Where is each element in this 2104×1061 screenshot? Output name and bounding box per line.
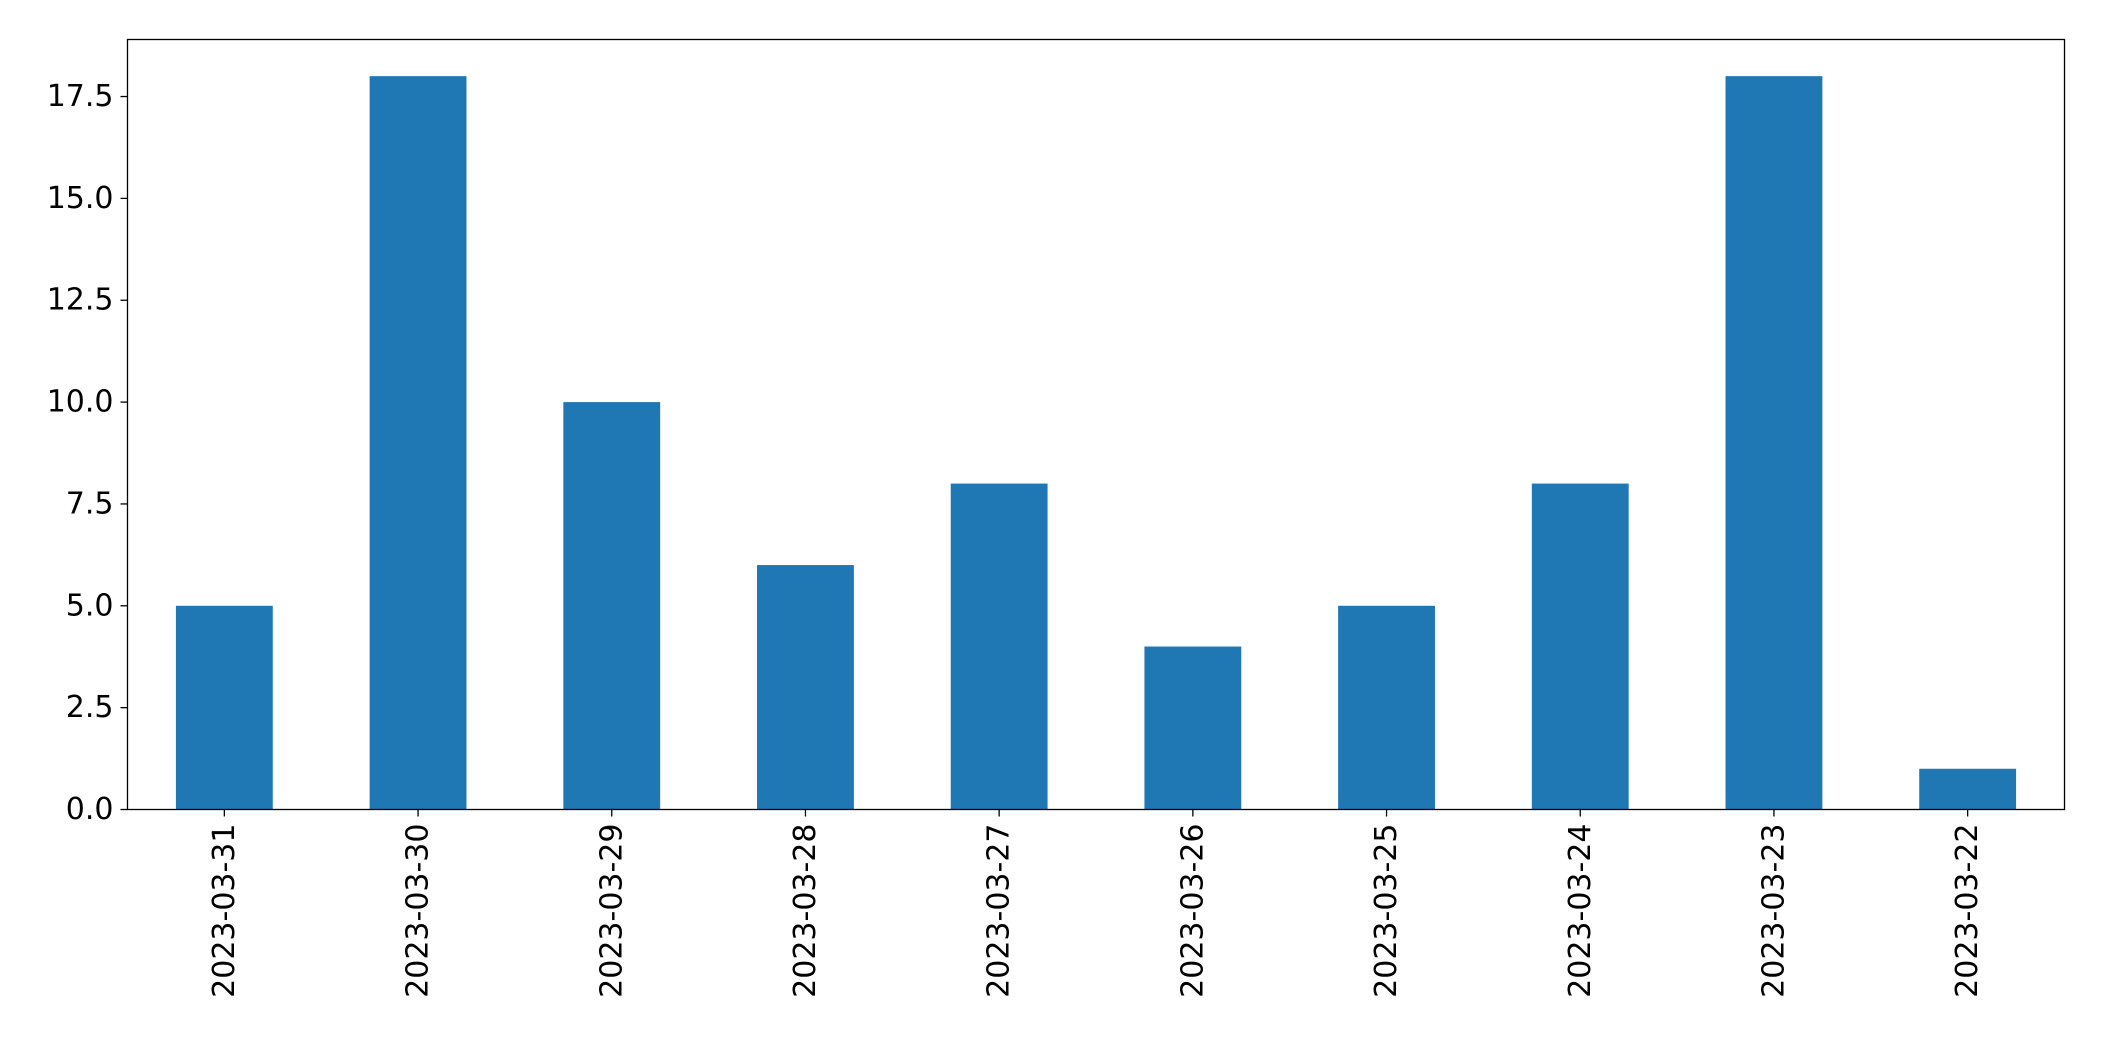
x-tick-label: 2023-03-25 [1369, 824, 1404, 998]
bar-2023-03-31 [175, 605, 273, 810]
y-tick-label: 0.0 [66, 792, 114, 827]
x-tick-label: 2023-03-22 [1950, 824, 1985, 998]
bar-2023-03-22 [1919, 768, 2017, 810]
bar-2023-03-29 [563, 402, 661, 810]
bar-2023-03-25 [1338, 605, 1435, 810]
x-tick-label: 2023-03-30 [401, 824, 436, 998]
x-tick-label: 2023-03-31 [207, 824, 242, 998]
bar-2023-03-24 [1531, 483, 1629, 810]
y-tick-label: 2.5 [66, 690, 114, 725]
y-tick-label: 15.0 [47, 181, 114, 216]
y-tick-label: 12.5 [47, 283, 114, 318]
x-axis: 2023-03-31 2023-03-30 2023-03-29 2023-03-28… [207, 809, 1985, 998]
x-tick-label: 2023-03-23 [1756, 824, 1791, 998]
y-tick-label: 17.5 [47, 79, 114, 114]
x-tick-label: 2023-03-27 [982, 824, 1017, 998]
bar-2023-03-23 [1725, 76, 1823, 810]
y-tick-label: 5.0 [66, 588, 114, 623]
x-tick-label: 2023-03-29 [594, 824, 629, 998]
bar-2023-03-28 [757, 565, 854, 810]
y-axis: 0.0 2.5 5.0 7.5 10.0 12.5 15.0 17.5 [47, 79, 128, 827]
axes-frame [126, 38, 2066, 811]
bars [175, 76, 2017, 810]
x-tick-label: 2023-03-28 [788, 824, 823, 998]
y-tick-label: 10.0 [47, 385, 114, 420]
x-tick-label: 2023-03-24 [1563, 824, 1598, 998]
bar-2023-03-30 [369, 76, 467, 810]
bar-2023-03-27 [950, 483, 1048, 810]
x-tick-label: 2023-03-26 [1175, 824, 1210, 998]
y-tick-label: 7.5 [66, 486, 114, 521]
bar-2023-03-26 [1144, 646, 1242, 810]
